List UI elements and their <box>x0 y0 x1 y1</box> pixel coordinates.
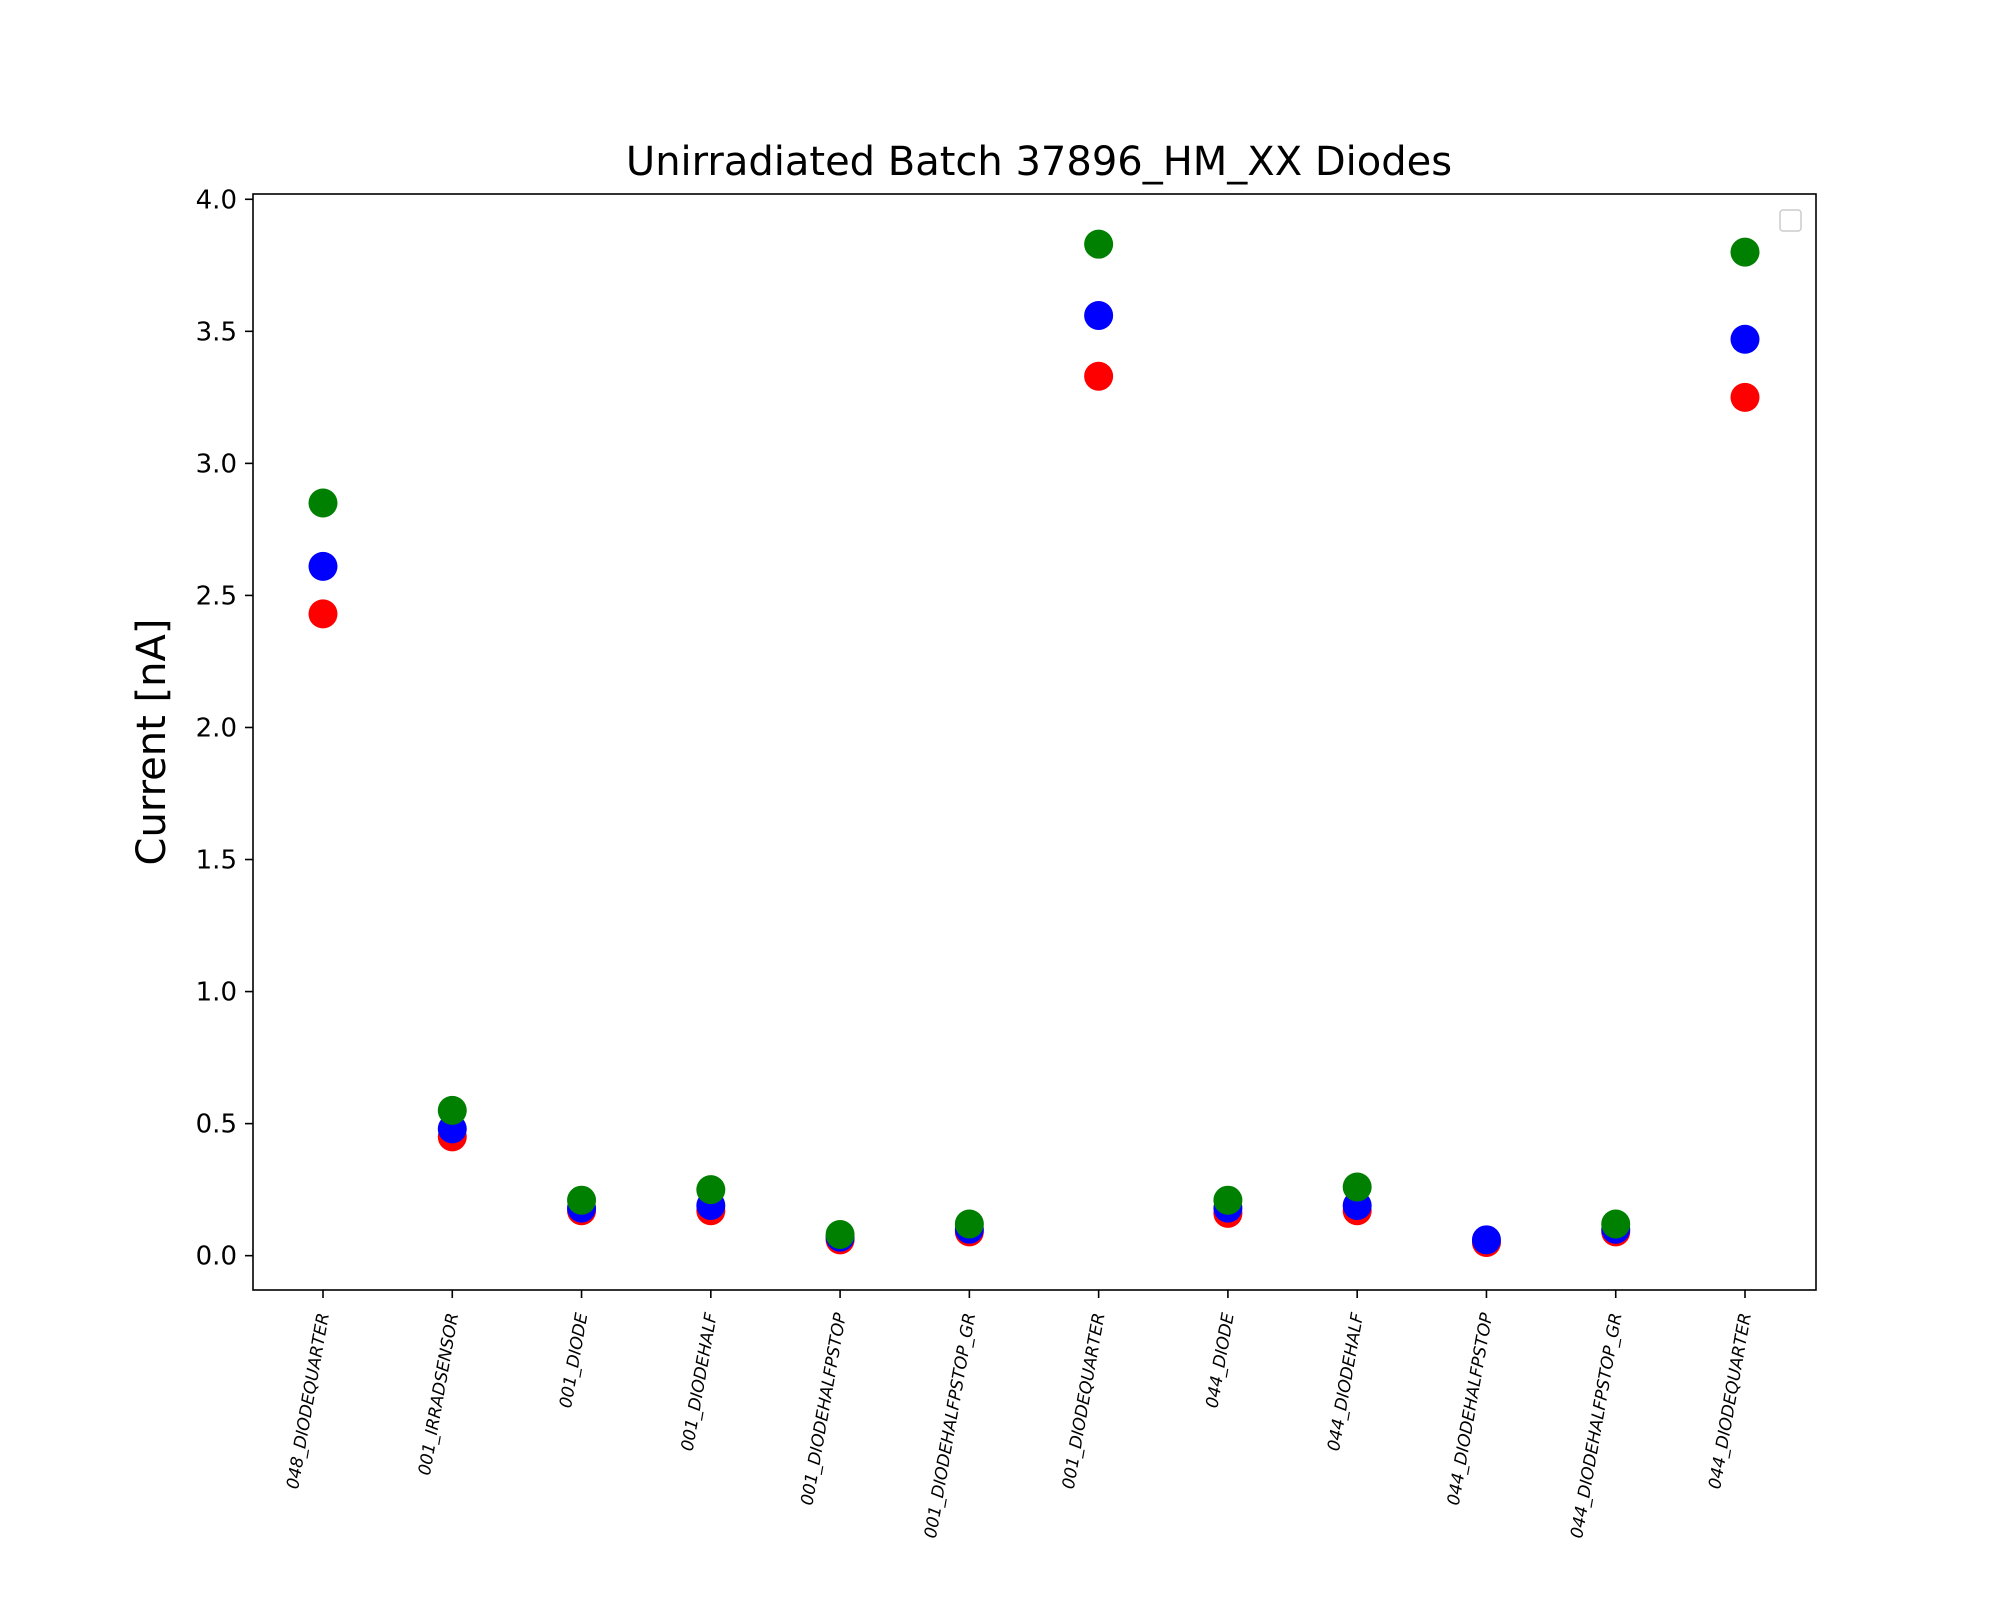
y-tick-label: 3.5 <box>196 317 237 347</box>
y-tick-label: 1.0 <box>196 978 237 1008</box>
data-point <box>308 599 338 629</box>
y-tick-label: 0.5 <box>196 1110 237 1140</box>
plot-frame <box>252 193 1817 1291</box>
data-point <box>1601 1209 1631 1239</box>
data-point <box>1342 1172 1372 1202</box>
data-point <box>437 1095 467 1125</box>
data-point <box>1730 237 1760 267</box>
data-points <box>308 229 1760 1257</box>
y-axis: 0.0 0.5 1.0 1.5 2.0 2.5 3.0 3.5 4.0 <box>196 185 253 1272</box>
data-point <box>1730 324 1760 354</box>
data-point <box>954 1209 984 1239</box>
y-tick-label: 2.0 <box>196 713 237 743</box>
y-tick-label: 0.0 <box>196 1242 237 1272</box>
y-tick-label: 4.0 <box>196 185 237 215</box>
data-point <box>1213 1185 1243 1215</box>
data-point <box>1084 300 1114 330</box>
y-tick-label: 1.5 <box>196 846 237 876</box>
y-axis-label: Current [nA] <box>129 619 175 866</box>
data-point <box>308 551 338 581</box>
y-tick-label: 2.5 <box>196 581 237 611</box>
data-point <box>1084 361 1114 391</box>
data-point <box>308 488 338 518</box>
data-point <box>567 1185 597 1215</box>
legend-box <box>1779 209 1802 232</box>
chart-title: Unirradiated Batch 37896_HM_XX Diodes <box>626 139 1452 185</box>
data-point <box>1730 382 1760 412</box>
data-point <box>825 1220 855 1250</box>
data-point <box>1471 1225 1501 1255</box>
data-point <box>696 1175 726 1205</box>
y-tick-label: 3.0 <box>196 449 237 479</box>
data-point <box>1084 229 1114 259</box>
